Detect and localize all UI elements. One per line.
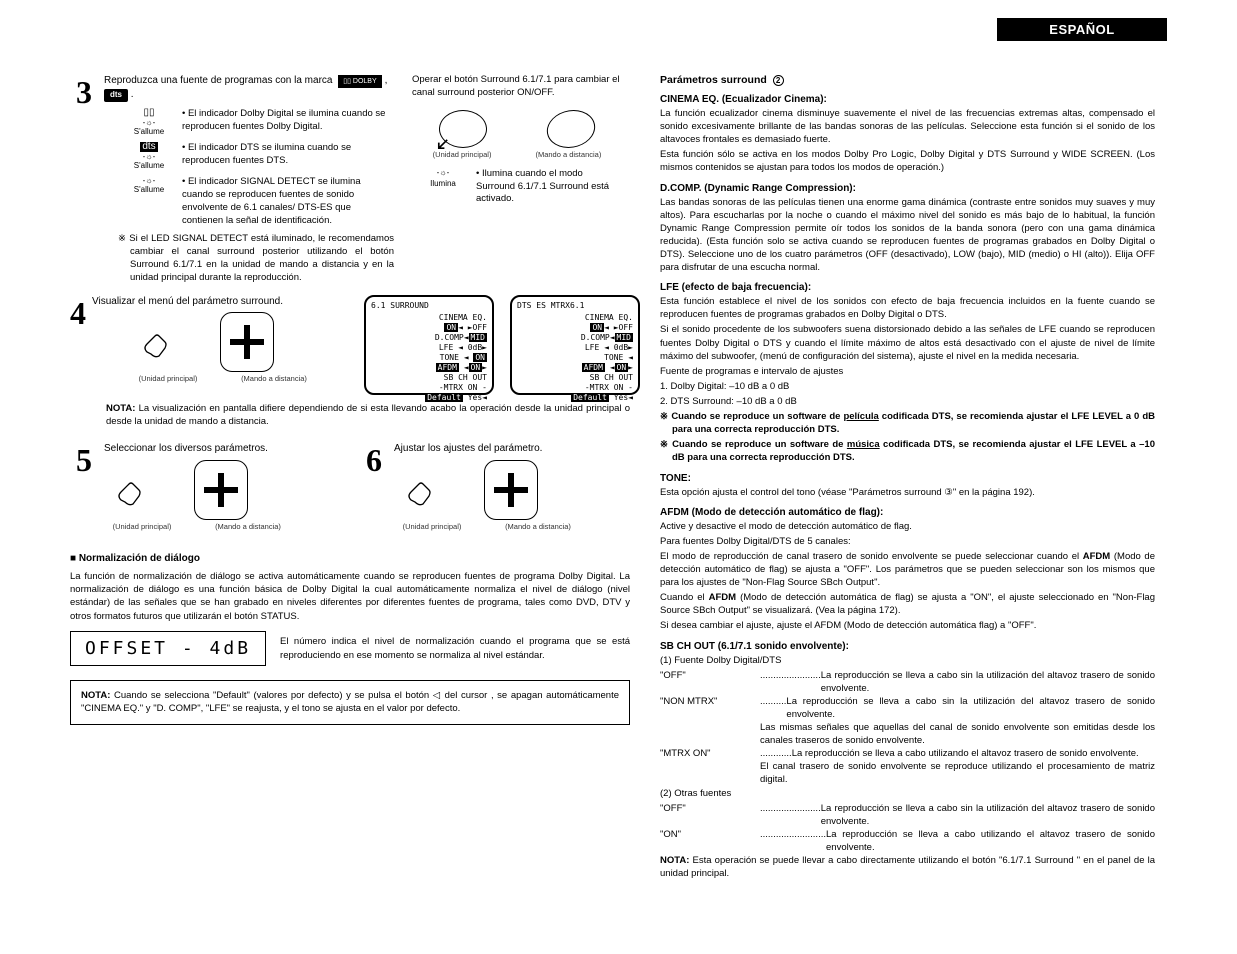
dcomp-title: D.COMP. (Dynamic Range Compression): [660,183,1155,194]
afdm-p1: Active y desactive el modo de detección … [660,520,1155,533]
lfe-r2: 2. DTS Surround: –10 dB a 0 dB [660,395,1155,408]
caption-unit: (Unidad principal) [394,522,470,531]
afdm-p3: El modo de reproducción de canal trasero… [660,550,1155,589]
lfe-p2: Si el sonido procedente de los subwoofer… [660,323,1155,362]
afdm-p2: Para fuentes Dolby Digital/DTS de 5 cana… [660,535,1155,548]
indicator-dolby: ▯▯-☼-S'allume El indicador Dolby Digital… [118,108,394,136]
hand-press-icon [104,460,158,520]
lfe-note-movie: ※ Cuando se reproduce un software de pel… [660,410,1155,436]
led-icon: dts [140,142,157,152]
afdm-p5: Si desea cambiar el ajuste, ajuste el AF… [660,619,1155,632]
sb-nonmtrx-cont: Las mismas señales que aquellas del cana… [760,721,1155,747]
step-4: 4 Visualizar el menú del parámetro surro… [70,295,630,395]
caption-remote: (Mando a distancia) [210,522,286,531]
caption-remote: (Mando a distancia) [535,150,601,160]
indicator-label: S'allume [134,127,164,136]
right-column: Parámetros surround 2 CINEMA EQ. (Ecuali… [660,74,1155,882]
cinema-p2: Esta función sólo se activa en los modos… [660,148,1155,174]
caption-unit: (Unidad principal) [104,522,180,531]
dialog-norm-text: La función de normalización de diálogo s… [70,570,630,623]
remote-dpad-icon [194,460,248,520]
indicator-label: S'allume [134,185,164,194]
sb-on-row: "ON"......................... La reprodu… [660,828,1155,854]
step-6: 6 Ajustar los ajustes del parámetro. (Un… [360,442,630,531]
main-unit-button-icon [439,110,487,148]
afdm-p4: Cuando el AFDM (Modo de detección automá… [660,591,1155,617]
step-3-note: ※ Si el LED SIGNAL DETECT está iluminado… [118,233,394,284]
step-4-nota: NOTA: La visualización en pantalla difie… [106,403,630,429]
sb-nonmtrx-row: "NON MTRX".......... La reproducción se … [660,695,1155,721]
cinema-title: CINEMA EQ. (Ecualizador Cinema): [660,94,1155,105]
indicator-signal-text: El indicador SIGNAL DETECT se ilumina cu… [180,176,394,227]
lcd-screen-1: 6.1 SURROUND CINEMA EQ. ON◄ ►OFF D.COMP◄… [364,295,494,395]
step-5: 5 Seleccionar los diversos parámetros. (… [70,442,340,531]
sb-off2-row: "OFF"....................... La reproduc… [660,802,1155,828]
lfe-title: LFE (efecto de baja frecuencia): [660,282,1155,293]
dts-badge-icon: dts [104,89,128,102]
step-4-number: 4 [70,295,86,332]
offset-display: OFFSET - 4dB [70,631,266,666]
default-nota-box: NOTA: Cuando se selecciona "Default" (va… [70,680,630,725]
lcd-screen-2: DTS ES MTRX6.1 CINEMA EQ. ON◄ ►OFF D.COM… [510,295,640,395]
lfe-p1: Esta función establece el nivel de los s… [660,295,1155,321]
language-header: ESPAÑOL [997,18,1167,41]
operate-text: Operar el botón Surround 6.1/7.1 para ca… [412,74,622,100]
lfe-note-music: ※ Cuando se reproduce un software de mús… [660,438,1155,464]
caption-unit: (Unidad principal) [433,150,492,160]
hand-press-icon [394,460,448,520]
lfe-range-title: Fuente de programas e intervalo de ajust… [660,365,1155,378]
lfe-r1: 1. Dolby Digital: –10 dB a 0 dB [660,380,1155,393]
offset-explain: El número indica el nivel de normalizaci… [280,635,630,662]
sb-mtrxon-cont: El canal trasero de sonido envolvente se… [760,760,1155,786]
caption-remote: (Mando a distancia) [500,522,576,531]
remote-button-icon [544,110,597,148]
remote-dpad-icon [484,460,538,520]
indicator-dts: dts-☼-S'allume El indicador DTS se ilumi… [118,142,394,170]
indicator-dts-text: El indicador DTS se ilumina cuando se re… [180,142,394,168]
lcd-title: 6.1 SURROUND [371,301,487,311]
indicator-dolby-text: El indicador Dolby Digital se ilumina cu… [180,108,394,134]
indicator-label: Ilumina [430,179,456,190]
step-4-title: Visualizar el menú del parámetro surroun… [92,295,352,309]
step-3: 3 Reproduzca una fuente de programas con… [70,74,630,285]
circled-number-icon: 2 [773,75,784,86]
step-6-number: 6 [360,442,388,479]
hand-press-icon [130,312,184,372]
step-3-number: 3 [70,74,98,111]
ilumina-text: Ilumina cuando el modo Surround 6.1/7.1 … [474,168,622,206]
sb-source1: (1) Fuente Dolby Digital/DTS [660,654,1155,667]
lcd-title: DTS ES MTRX6.1 [517,301,633,311]
sb-off-row: "OFF"....................... La reproduc… [660,669,1155,695]
step-5-title: Seleccionar los diversos parámetros. [104,442,340,456]
dialog-norm-heading: Normalización de diálogo [70,553,630,564]
cinema-p1: La función ecualizador cinema disminuye … [660,107,1155,146]
tone-p: Esta opción ajusta el control del tono (… [660,486,1155,499]
caption-unit: (Unidad principal) [130,374,206,383]
sb-title: SB CH OUT (6.1/7.1 sonido envolvente): [660,641,1155,652]
afdm-title: AFDM (Modo de detección automático de fl… [660,507,1155,518]
step-3-intro: Reproduzca una fuente de programas con l… [104,74,394,102]
remote-dpad-icon [220,312,274,372]
sb-source2: (2) Otras fuentes [660,787,1155,800]
step-5-number: 5 [70,442,98,479]
step-6-title: Ajustar los ajustes del parámetro. [394,442,630,456]
sb-mtrxon-row: "MTRX ON"............ La reproducción se… [660,747,1155,760]
params-heading: Parámetros surround 2 [660,74,1155,86]
left-column: 3 Reproduzca una fuente de programas con… [70,74,630,882]
dolby-badge-icon: ▯▯ DOLBY [338,75,381,88]
led-icon: ▯▯ [143,108,154,118]
indicator-signal-detect: -☼-S'allume El indicador SIGNAL DETECT s… [118,176,394,227]
caption-remote: (Mando a distancia) [236,374,312,383]
indicator-label: S'allume [134,161,164,170]
dcomp-p: Las bandas sonoras de las películas tien… [660,196,1155,275]
sb-nota: NOTA: Esta operación se puede llevar a c… [660,854,1155,880]
tone-title: TONE: [660,473,1155,484]
